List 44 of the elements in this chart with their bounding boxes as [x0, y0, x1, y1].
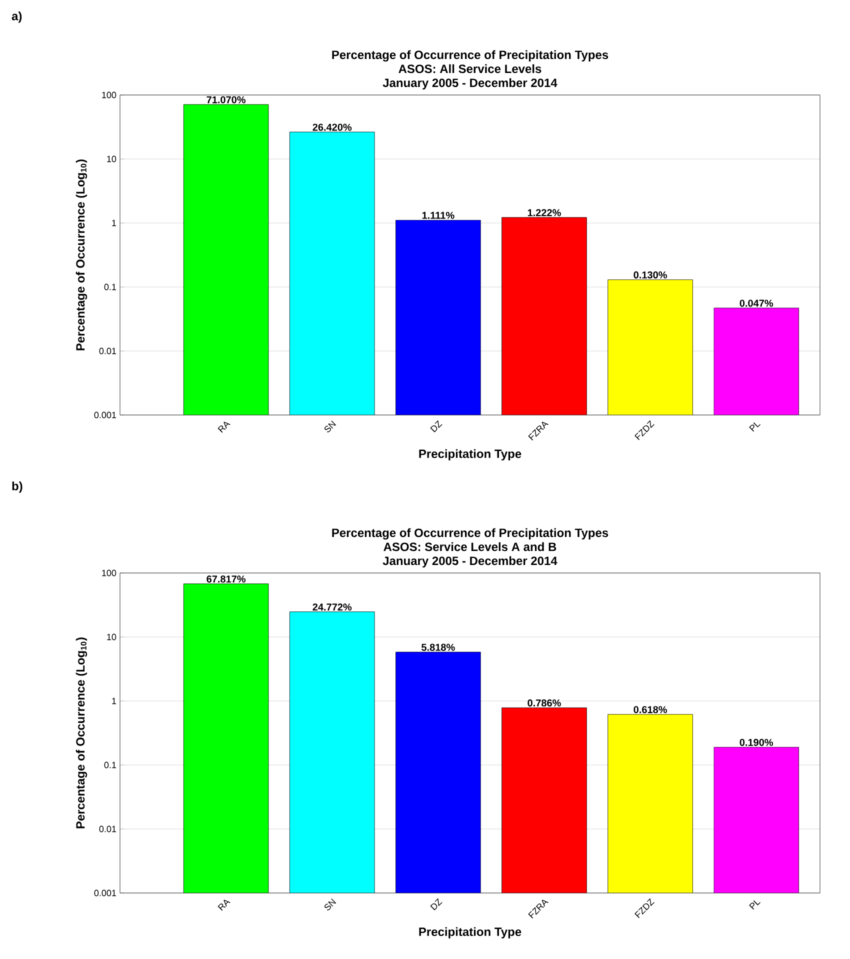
y-tick-label: 100 — [102, 92, 116, 98]
y-tick-label: 0.1 — [104, 762, 116, 768]
data-label: 0.190% — [740, 738, 774, 746]
x-tick-label: DZ — [430, 898, 442, 910]
y-tick-label: 0.01 — [99, 348, 116, 354]
y-tick-label: 0.001 — [94, 890, 116, 896]
data-label: 0.618% — [634, 706, 667, 714]
x-tick-label: SN — [324, 898, 336, 910]
data-label: 1.222% — [528, 209, 561, 216]
x-tick-label: PL — [749, 422, 761, 432]
text: b) — [12, 482, 22, 493]
x-axis-title: Precipitation Type — [419, 927, 522, 938]
chart-subtitle: ASOS: All Service Levels — [398, 64, 542, 74]
text: January 2005 - December 2014 — [382, 556, 558, 568]
x-tick-label: PL — [749, 900, 761, 910]
y-tick-label: 1 — [112, 220, 116, 226]
data-label: 0.786% — [528, 699, 561, 706]
y-axis-title: Percentage of Occurrence (Log$_{10}$) — [76, 160, 88, 350]
text: a) — [12, 12, 22, 23]
chart-title: Percentage of Occurrence of Precipitation Types — [332, 50, 608, 62]
x-tick-label: RA — [218, 422, 230, 433]
y-tick-label: 10 — [107, 156, 116, 162]
chart-title: Percentage of Occurrence of Precipitation Types — [332, 528, 608, 540]
data-label: 24.772% — [312, 604, 352, 611]
y-tick-label: 0.01 — [99, 826, 116, 832]
y-tick-label: 100 — [102, 570, 116, 576]
data-label: 26.420% — [312, 124, 352, 131]
data-label: 1.111% — [422, 212, 454, 219]
y-tick-label: 0.001 — [94, 412, 116, 418]
y-tick-label: 1 — [112, 698, 116, 704]
x-tick-label: RA — [218, 900, 230, 911]
text: January 2005 - December 2014 — [382, 78, 558, 90]
y-tick-label: 0.1 — [104, 284, 116, 290]
y-tick-label: 10 — [107, 634, 116, 640]
data-label: 0.130% — [634, 271, 667, 279]
x-tick-label: DZ — [430, 420, 442, 432]
data-label: 71.070% — [206, 96, 246, 104]
data-label: 5.818% — [422, 644, 455, 651]
y-axis-title: Percentage of Occurrence (Log$_{10}$) — [76, 638, 88, 828]
x-tick-label: SN — [324, 420, 336, 432]
chart-subtitle: ASOS: Service Levels A and B — [384, 542, 556, 552]
data-label: 67.817% — [206, 576, 246, 583]
data-label: 0.047% — [740, 300, 774, 307]
x-axis-title: Precipitation Type — [419, 449, 522, 460]
